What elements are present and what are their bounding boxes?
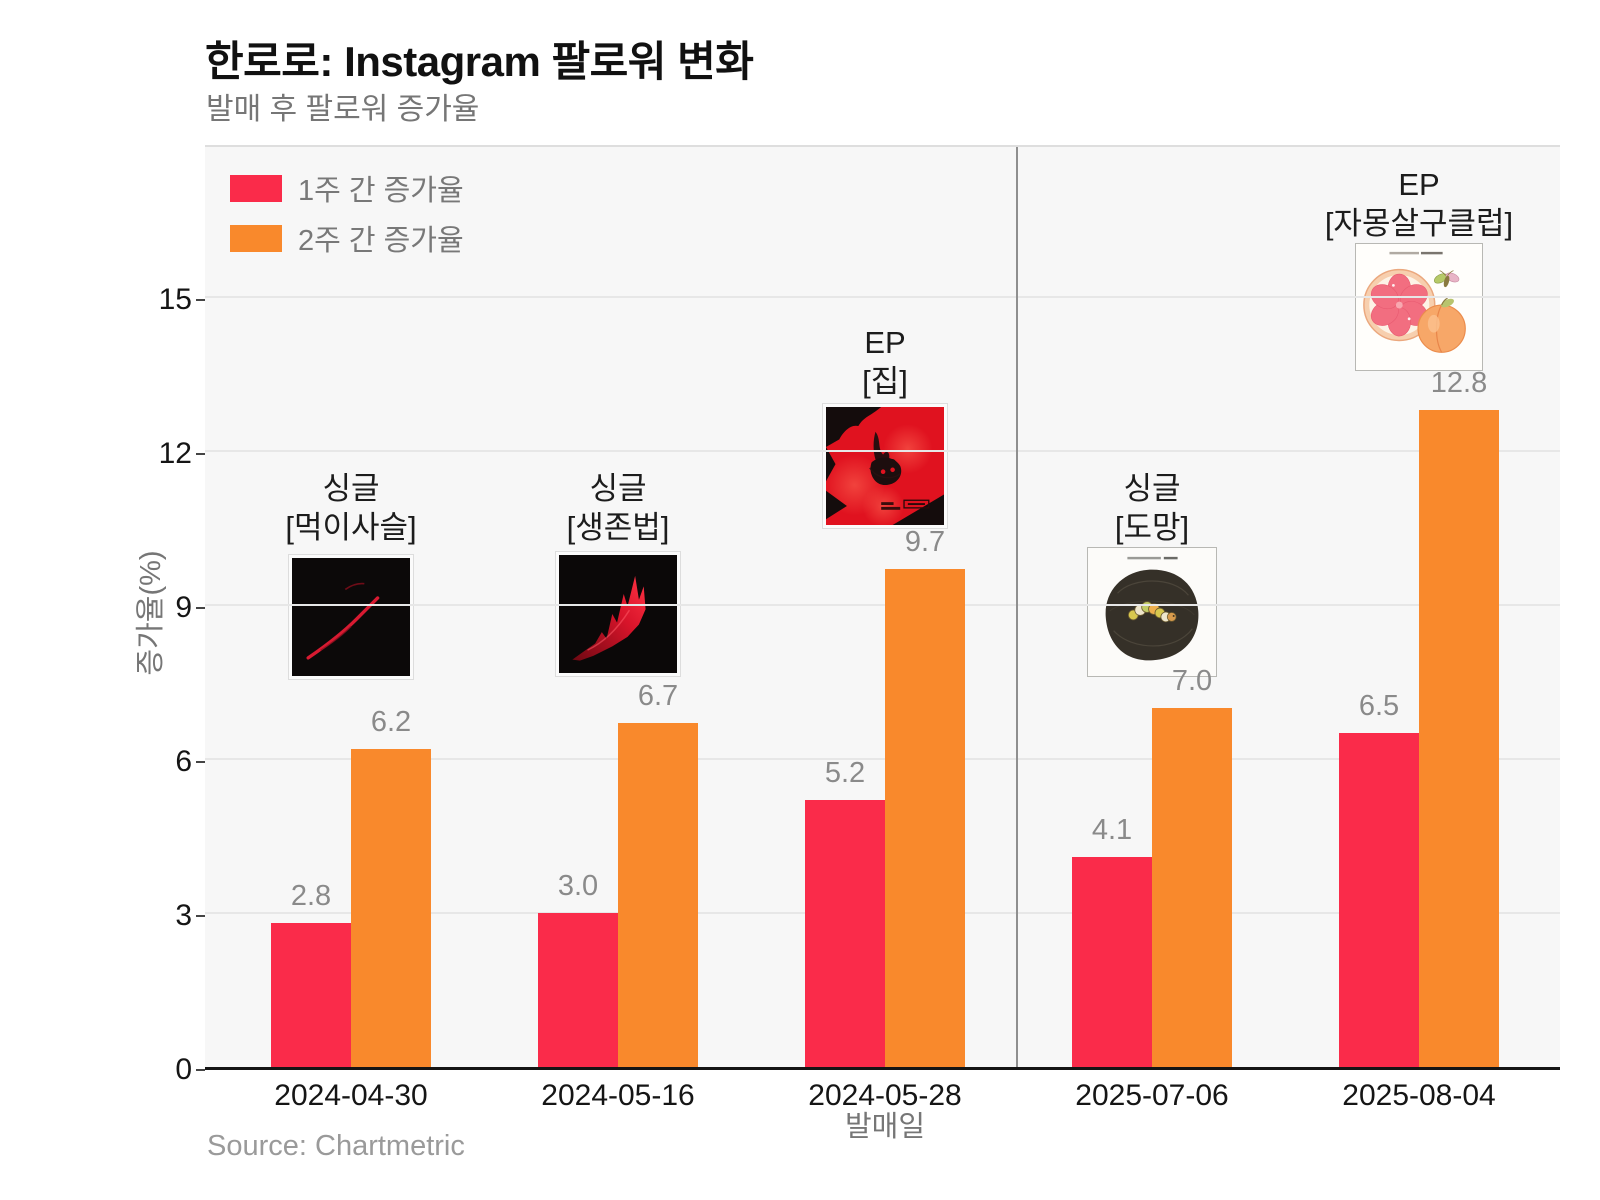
era-divider-line <box>1016 147 1018 1067</box>
gridline-12 <box>205 450 1560 453</box>
legend-swatch-week1 <box>230 174 282 202</box>
release-type-label: 싱글 <box>1123 471 1181 506</box>
release-annotation-5: EP [자몽살구클럽] <box>1219 165 1600 243</box>
album-art-jip-image <box>823 404 947 528</box>
bar-value-week2-2024-04-30: 6.2 <box>370 705 412 738</box>
y-tick-label-3: 3 <box>175 899 192 932</box>
bar-value-week2-2024-05-16: 6.7 <box>637 680 679 713</box>
release-type-label: 싱글 <box>589 471 647 506</box>
gridline-15 <box>205 296 1560 299</box>
release-album-label: [생존법] <box>566 510 670 545</box>
gridline-6 <box>205 758 1560 761</box>
y-tick-mark-6 <box>196 761 205 763</box>
legend-label-week1: 1주 간 증가율 <box>298 175 464 207</box>
page-title: 한로로: Instagram 팔로워 변화 <box>205 38 754 85</box>
bar-value-week1-2025-08-04: 6.5 <box>1358 690 1400 723</box>
bar-week1-2024-04-30 <box>271 923 351 1067</box>
bar-week2-2024-05-16 <box>618 723 698 1067</box>
x-axis-title: 발매일 <box>844 1111 926 1143</box>
legend-label-week2: 2주 간 증가율 <box>298 225 464 257</box>
bar-week1-2025-07-06 <box>1072 856 1152 1067</box>
release-album-label: [도망] <box>1114 510 1190 545</box>
x-tick-label-2025-08-04: 2025-08-04 <box>1342 1079 1496 1112</box>
bar-value-week1-2024-05-28: 5.2 <box>824 757 866 790</box>
bar-value-week2-2025-07-06: 7.0 <box>1171 664 1213 697</box>
legend-item-week1: 1주 간 증가율 <box>230 167 464 209</box>
plot-area: 1주 간 증가율 2주 간 증가율 싱글 [먹이사슬] 싱글 [생존법] EP … <box>205 145 1560 1070</box>
bar-week2-2024-04-30 <box>351 748 431 1067</box>
release-type-label: 싱글 <box>322 471 380 506</box>
y-tick-label-12: 12 <box>158 437 192 470</box>
release-annotation-2: 싱글 [생존법] <box>418 469 818 547</box>
album-art-domang-image <box>1087 547 1217 677</box>
legend: 1주 간 증가율 2주 간 증가율 <box>230 167 464 267</box>
y-tick-label-9: 9 <box>175 591 192 624</box>
album-art-meogisaseul-image <box>289 555 413 679</box>
release-album-label: [먹이사슬] <box>285 510 417 545</box>
release-annotation-1: 싱글 [먹이사슬] <box>151 469 551 547</box>
release-album-label: [집] <box>862 364 908 399</box>
legend-item-week2: 2주 간 증가율 <box>230 217 464 259</box>
x-tick-label-2024-05-28: 2024-05-28 <box>808 1079 962 1112</box>
release-album-label: [자몽살구클럽] <box>1324 206 1514 241</box>
bar-value-week2-2024-05-28: 9.7 <box>904 526 946 559</box>
bar-week2-2024-05-28 <box>885 569 965 1067</box>
gridline-9 <box>205 604 1560 607</box>
y-tick-mark-12 <box>196 453 205 455</box>
x-tick-label-2024-05-16: 2024-05-16 <box>541 1079 695 1112</box>
bar-value-week1-2024-04-30: 2.8 <box>290 880 332 913</box>
album-art-saengjonbeop-image <box>556 552 680 676</box>
release-annotation-4: 싱글 [도망] <box>952 469 1352 547</box>
bar-week2-2025-07-06 <box>1152 707 1232 1067</box>
bar-week1-2025-08-04 <box>1339 733 1419 1067</box>
release-type-label: EP <box>1398 167 1440 202</box>
bar-week1-2024-05-16 <box>538 913 618 1067</box>
y-tick-label-0: 0 <box>175 1053 192 1086</box>
release-type-label: EP <box>864 325 906 360</box>
album-art-jamongsalguclub-image <box>1355 243 1483 371</box>
legend-swatch-week2 <box>230 224 282 252</box>
page-subtitle: 발매 후 팔로워 증가율 <box>206 93 480 126</box>
release-annotation-3: EP [집] <box>685 323 1085 401</box>
bar-week2-2025-08-04 <box>1419 409 1499 1067</box>
y-tick-label-6: 6 <box>175 745 192 778</box>
y-tick-mark-3 <box>196 915 205 917</box>
bar-value-week2-2025-08-04: 12.8 <box>1430 366 1488 399</box>
bar-week1-2024-05-28 <box>805 800 885 1067</box>
bar-value-week1-2025-07-06: 4.1 <box>1091 813 1133 846</box>
y-tick-mark-9 <box>196 607 205 609</box>
x-tick-label-2024-04-30: 2024-04-30 <box>274 1079 428 1112</box>
x-tick-label-2025-07-06: 2025-07-06 <box>1075 1079 1229 1112</box>
source-credit: Source: Chartmetric <box>207 1130 465 1162</box>
y-tick-mark-15 <box>196 299 205 301</box>
bar-value-week1-2024-05-16: 3.0 <box>557 870 599 903</box>
y-tick-label-15: 15 <box>158 283 192 316</box>
y-tick-mark-0 <box>196 1069 205 1071</box>
